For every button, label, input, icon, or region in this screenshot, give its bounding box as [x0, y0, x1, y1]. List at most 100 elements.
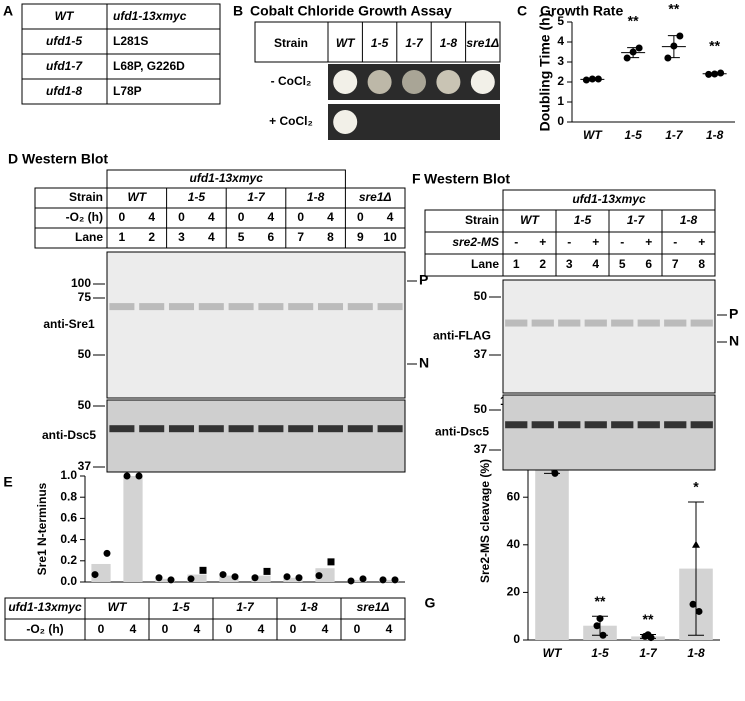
panel-label: G: [425, 595, 436, 611]
error-bar: [586, 78, 599, 81]
band: [637, 319, 660, 327]
error-bar: [627, 47, 640, 59]
label: Strain: [465, 213, 499, 227]
label: 5: [619, 257, 626, 271]
label: 1: [513, 257, 520, 271]
label: - CoCl₂: [271, 74, 312, 88]
point: [219, 571, 227, 579]
bar: [347, 579, 367, 582]
label: 1-7: [236, 600, 255, 614]
x-tick-label: 1-7: [639, 646, 658, 660]
label: A: [3, 3, 13, 19]
bar: [535, 454, 569, 640]
x-tick-label: 1-8: [706, 128, 724, 142]
x-tick-label: 1-5: [624, 128, 642, 142]
label: WT: [108, 600, 128, 614]
label: 0: [357, 210, 364, 224]
point: [596, 615, 604, 623]
y-tick-label: 2: [557, 74, 564, 88]
label: 1-7: [405, 36, 424, 50]
label: 4: [148, 210, 155, 224]
label: Strain: [69, 190, 103, 204]
label: anti-Dsc5: [42, 428, 96, 442]
title: Cobalt Chloride Growth Assay: [250, 3, 452, 19]
y-tick-label: 4: [557, 34, 564, 48]
marker: 50: [78, 398, 92, 412]
label: 1-5: [371, 36, 389, 50]
band: [377, 425, 403, 433]
marker: 37: [474, 347, 488, 361]
label: 0: [178, 210, 185, 224]
label: 0: [162, 622, 169, 636]
label: 1: [119, 230, 126, 244]
label: 1-5: [574, 213, 592, 227]
marker: 37: [78, 459, 92, 473]
band: [109, 425, 135, 433]
band: [288, 425, 314, 433]
label: anti-Dsc5: [435, 425, 489, 439]
marker: 50: [78, 347, 92, 361]
label: 6: [645, 257, 652, 271]
point: [103, 549, 111, 557]
table: [34, 187, 406, 249]
y-tick-label: 0.4: [60, 532, 77, 546]
point: [347, 577, 355, 585]
label: 0: [297, 210, 304, 224]
y-tick-label: 1.0: [60, 468, 77, 482]
marker: 100: [71, 276, 91, 290]
point: [187, 575, 195, 583]
band: [198, 303, 224, 311]
label: P: [419, 272, 428, 288]
label: ufd1-13xmyc: [190, 171, 264, 185]
annotation: *: [693, 479, 699, 495]
bar: [283, 577, 303, 582]
error-bar: [667, 35, 680, 59]
band: [690, 319, 713, 327]
label: 1-5: [188, 190, 206, 204]
label: 3: [178, 230, 185, 244]
label: 0: [119, 210, 126, 224]
label: 4: [268, 210, 275, 224]
y-tick-label: 0.6: [60, 511, 77, 525]
y-tick-label: 0.8: [60, 489, 77, 503]
point: [167, 576, 175, 584]
label: 4: [194, 622, 201, 636]
label: 5: [238, 230, 245, 244]
point: [199, 566, 207, 574]
band: [664, 421, 687, 429]
label: 1-8: [300, 600, 318, 614]
label: 4: [327, 210, 334, 224]
y-tick-label: 40: [507, 537, 521, 551]
marker: 50: [474, 402, 488, 416]
point: [251, 574, 259, 582]
y-tick-label: 20: [507, 585, 521, 599]
band: [228, 425, 254, 433]
band: [347, 303, 373, 311]
label: N: [729, 333, 739, 349]
title: Western Blot: [22, 151, 108, 167]
label: D: [8, 151, 18, 167]
band: [168, 425, 195, 433]
point: [295, 574, 303, 582]
y-tick-label: 0.0: [60, 574, 77, 588]
label: Strain: [274, 36, 308, 50]
band: [531, 421, 554, 429]
colony: [367, 70, 392, 94]
band: [198, 425, 224, 433]
blot: [106, 399, 406, 473]
label: -: [567, 235, 571, 249]
label: +: [592, 235, 599, 249]
colony: [436, 70, 461, 94]
y-tick-label: 60: [507, 489, 521, 503]
title: Western Blot: [424, 171, 510, 187]
point: [692, 540, 700, 548]
annotation: **: [643, 611, 654, 627]
panel-label: E: [3, 474, 12, 490]
annotation: **: [668, 1, 679, 17]
label: -O₂ (h): [26, 622, 63, 636]
point: [359, 575, 367, 583]
label: 8: [327, 230, 334, 244]
label: 0: [226, 622, 233, 636]
point: [135, 472, 143, 480]
label: 0: [238, 210, 245, 224]
